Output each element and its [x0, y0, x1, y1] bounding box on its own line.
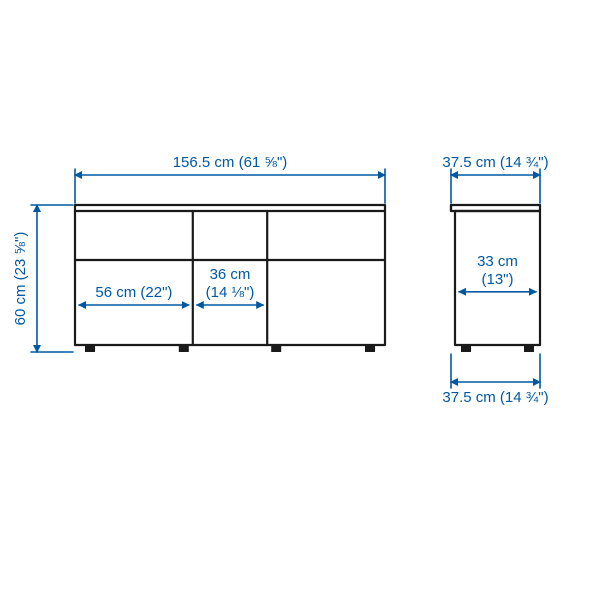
dim-side-internal: 33 cm(13") [477, 253, 518, 288]
dim-total-height: 60 cm (23 ⅝") [12, 232, 29, 326]
dim-middle-compartment: 36 cm(14 ⅛") [206, 266, 255, 301]
dim-side-bottom: 37.5 cm (14 ¾") [442, 389, 548, 406]
dim-total-width: 156.5 cm (61 ⅝") [173, 154, 288, 171]
dimension-diagram: 156.5 cm (61 ⅝") 60 cm (23 ⅝") 56 cm (22")… [0, 0, 600, 600]
dim-side-top: 37.5 cm (14 ¾") [442, 154, 548, 171]
dim-left-compartment: 56 cm (22") [95, 284, 172, 301]
